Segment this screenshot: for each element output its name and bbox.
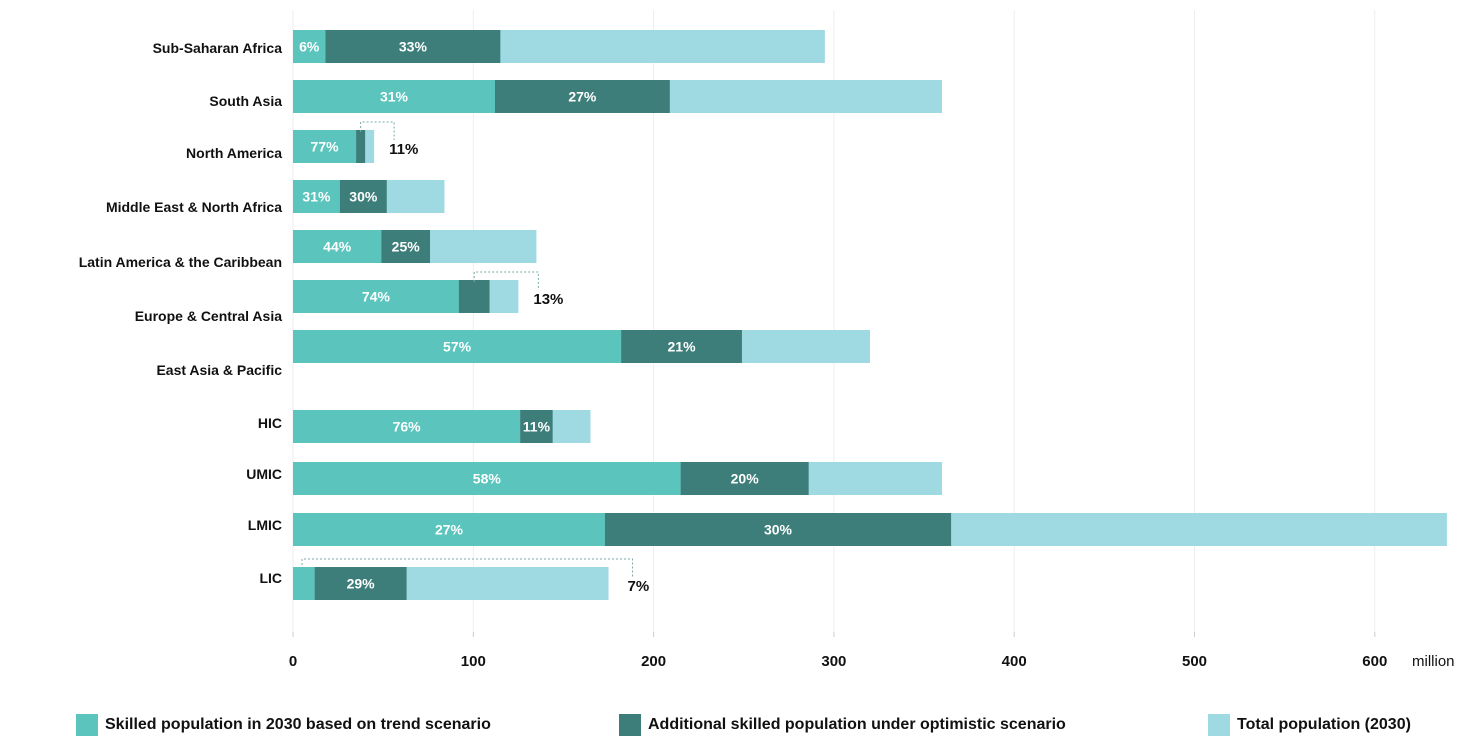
category-label-sub-saharan-africa: Sub-Saharan Africa bbox=[153, 40, 283, 56]
bar-optimistic-umic bbox=[680, 462, 809, 495]
category-label-hic: HIC bbox=[258, 415, 282, 431]
category-label-middle-east-north-africa: Middle East & North Africa bbox=[106, 199, 282, 215]
x-tick-label: 0 bbox=[289, 653, 297, 670]
category-label-lic: LIC bbox=[259, 570, 282, 586]
category-label-north-america: North America bbox=[186, 145, 282, 161]
bar-trend-umic bbox=[293, 462, 681, 495]
legend-label-optimistic: Additional skilled population under opti… bbox=[648, 716, 1066, 733]
label-optimistic-north-america: 11% bbox=[389, 141, 418, 158]
bar-optimistic-latin-america-the-caribbean bbox=[381, 230, 431, 263]
x-tick-label: 500 bbox=[1182, 653, 1207, 670]
label-extra-lic-connector bbox=[301, 558, 634, 577]
bar-optimistic-east-asia-pacific bbox=[621, 330, 742, 363]
label-extra-lic: 7% bbox=[628, 578, 650, 595]
x-axis-unit: million bbox=[1412, 653, 1455, 670]
bars bbox=[293, 30, 1447, 600]
label-trend-europe-central-asia: 74% bbox=[362, 289, 391, 305]
x-tick-label: 100 bbox=[461, 653, 486, 670]
x-tick-label: 400 bbox=[1002, 653, 1027, 670]
label-trend-middle-east-north-africa: 31% bbox=[302, 189, 331, 205]
label-optimistic-europe-central-asia-connector bbox=[473, 271, 539, 290]
legend-label-trend: Skilled population in 2030 based on tren… bbox=[105, 716, 491, 733]
label-optimistic-south-asia: 27% bbox=[568, 89, 597, 105]
bar-optimistic-middle-east-north-africa bbox=[339, 180, 387, 213]
legend-label-total: Total population (2030) bbox=[1237, 716, 1411, 733]
label-trend-north-america: 77% bbox=[311, 139, 340, 155]
label-trend-hic: 76% bbox=[393, 419, 422, 435]
x-tick-label: 200 bbox=[641, 653, 666, 670]
bar-optimistic-lmic bbox=[604, 513, 952, 546]
bar-trend-middle-east-north-africa bbox=[293, 180, 340, 213]
label-trend-sub-saharan-africa: 6% bbox=[299, 39, 320, 55]
label-optimistic-east-asia-pacific: 21% bbox=[668, 339, 697, 355]
bar-optimistic-sub-saharan-africa bbox=[325, 30, 501, 63]
category-label-umic: UMIC bbox=[246, 466, 282, 482]
legend-item-total: Total population (2030) bbox=[1208, 713, 1411, 737]
category-label-east-asia-pacific: East Asia & Pacific bbox=[156, 362, 282, 378]
category-labels: Sub-Saharan Africa South Asia North Americ… bbox=[79, 40, 283, 586]
bar-optimistic-north-america bbox=[356, 130, 366, 163]
x-axis-ticks: 0 100 200 300 400 500 600 bbox=[289, 653, 1387, 670]
label-optimistic-europe-central-asia: 13% bbox=[533, 291, 563, 308]
category-label-south-asia: South Asia bbox=[209, 93, 282, 109]
label-trend-east-asia-pacific: 57% bbox=[443, 339, 472, 355]
label-optimistic-middle-east-north-africa: 30% bbox=[349, 189, 378, 205]
label-optimistic-latin-america-the-caribbean: 25% bbox=[392, 239, 421, 255]
legend-item-optimistic: Additional skilled population under opti… bbox=[619, 713, 1066, 737]
legend-swatch-total bbox=[1208, 714, 1230, 736]
category-label-lmic: LMIC bbox=[248, 517, 282, 533]
bar-trend-east-asia-pacific bbox=[293, 330, 622, 363]
category-label-europe-central-asia: Europe & Central Asia bbox=[135, 308, 283, 324]
label-optimistic-lic: 29% bbox=[347, 576, 376, 592]
bar-optimistic-lic bbox=[314, 567, 407, 600]
x-tick-label: 600 bbox=[1362, 653, 1387, 670]
legend-item-trend: Skilled population in 2030 based on tren… bbox=[76, 713, 491, 737]
bar-trend-hic bbox=[293, 410, 521, 443]
bar-trend-north-america bbox=[293, 130, 357, 163]
bar-optimistic-hic bbox=[520, 410, 553, 443]
label-optimistic-hic: 11% bbox=[523, 419, 551, 435]
bar-optimistic-south-asia bbox=[494, 80, 670, 113]
bar-trend-latin-america-the-caribbean bbox=[293, 230, 382, 263]
label-optimistic-lmic: 30% bbox=[764, 522, 793, 538]
bar-trend-sub-saharan-africa bbox=[293, 30, 326, 63]
bar-trend-lic bbox=[293, 567, 315, 600]
label-trend-south-asia: 31% bbox=[380, 89, 409, 105]
x-tick-label: 300 bbox=[821, 653, 846, 670]
label-optimistic-sub-saharan-africa: 33% bbox=[399, 39, 428, 55]
bar-trend-europe-central-asia bbox=[293, 280, 459, 313]
legend-swatch-optimistic bbox=[619, 714, 641, 736]
label-trend-lmic: 27% bbox=[435, 522, 464, 538]
label-trend-latin-america-the-caribbean: 44% bbox=[323, 239, 352, 255]
bar-trend-south-asia bbox=[293, 80, 495, 113]
label-optimistic-umic: 20% bbox=[731, 471, 760, 487]
bar-optimistic-europe-central-asia bbox=[458, 280, 490, 313]
bar-trend-lmic bbox=[293, 513, 605, 546]
label-trend-umic: 58% bbox=[473, 471, 502, 487]
data-labels: 6% 33% 31% 27% 77% 11% 31% 30% 44% 25% 74% 13% 57% 21… bbox=[299, 39, 792, 596]
label-optimistic-north-america-connector bbox=[360, 121, 395, 140]
legend-swatch-trend bbox=[76, 714, 98, 736]
category-label-latin-america-the-caribbean: Latin America & the Caribbean bbox=[79, 254, 282, 270]
